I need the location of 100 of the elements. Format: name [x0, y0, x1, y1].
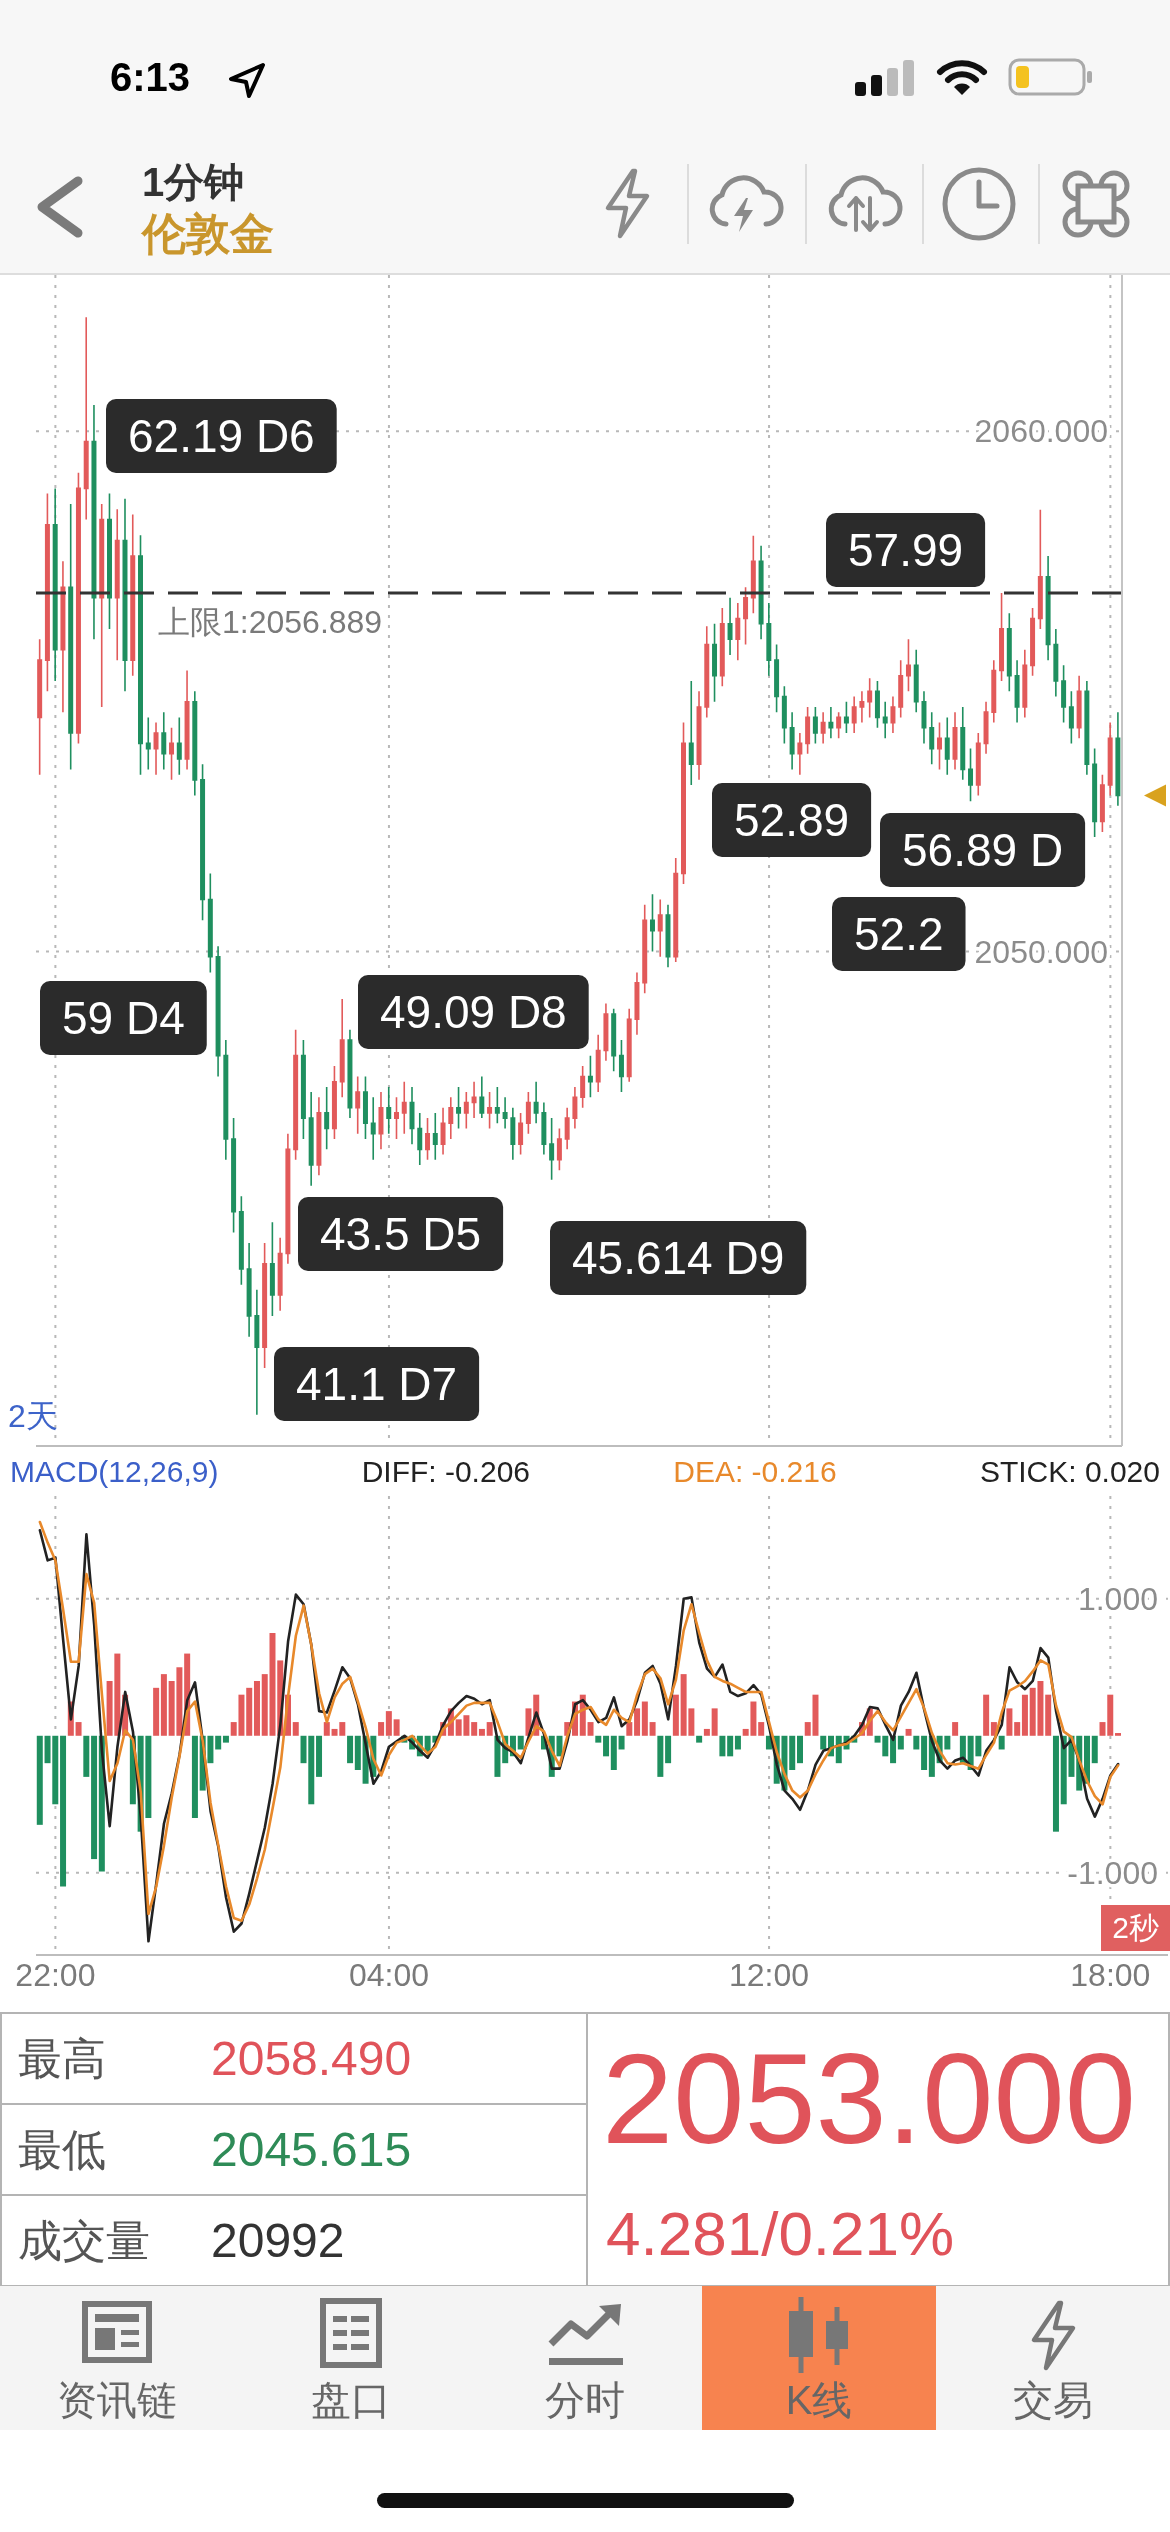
candlestick	[1053, 628, 1059, 698]
bar	[610, 1735, 617, 1771]
candlestick	[843, 700, 849, 734]
bar	[897, 1735, 904, 1750]
candlestick	[727, 596, 733, 656]
candlestick	[456, 1086, 462, 1130]
annotation: 2秒	[1112, 1911, 1159, 1944]
annotation: 59 D4	[62, 992, 185, 1044]
candlestick	[665, 903, 671, 968]
bar	[696, 1735, 703, 1743]
candlestick	[952, 711, 958, 771]
candlestick	[1037, 508, 1043, 630]
bar	[1006, 1708, 1013, 1736]
bar	[789, 1735, 796, 1771]
candlestick	[712, 622, 718, 703]
candlestick	[37, 638, 43, 776]
candlestick	[463, 1091, 469, 1130]
candlestick	[355, 1075, 361, 1135]
text: 资讯链	[57, 2378, 177, 2422]
bar	[160, 1674, 167, 1736]
candlestick	[587, 1054, 593, 1099]
candlestick	[207, 872, 213, 974]
bar	[1045, 1694, 1052, 1736]
candlestick	[696, 690, 702, 781]
candlestick	[440, 1106, 446, 1156]
text: 2053.000	[602, 2027, 1136, 2170]
text: 最低	[18, 2125, 106, 2174]
bar	[75, 1722, 82, 1736]
bar	[91, 1735, 98, 1860]
text: 2045.615	[211, 2123, 412, 2176]
candlestick	[859, 690, 865, 724]
candlestick	[999, 592, 1005, 682]
text: DIFF: -0.206	[361, 1455, 531, 1488]
candlestick	[169, 726, 175, 781]
candlestick	[161, 711, 167, 771]
candlestick	[673, 857, 679, 963]
candlestick	[393, 1096, 399, 1140]
bar	[354, 1735, 361, 1771]
candlestick	[921, 690, 927, 745]
candlestick	[347, 1028, 353, 1119]
x-axis-title: 2天	[8, 1398, 58, 1434]
bar	[83, 1735, 90, 1777]
candlestick	[642, 903, 648, 995]
text: 2058.490	[211, 2032, 412, 2085]
candlestick	[898, 659, 904, 719]
bar	[471, 1722, 478, 1736]
bar	[905, 1728, 912, 1736]
bar	[665, 1735, 672, 1764]
bar	[672, 1694, 679, 1736]
candlestick	[122, 497, 128, 693]
candlestick	[735, 602, 741, 661]
y-tick-label: 2050.000	[974, 933, 1108, 970]
bar	[711, 1708, 718, 1736]
candlestick	[572, 1086, 578, 1130]
candlestick	[1014, 659, 1020, 724]
candlestick	[525, 1091, 531, 1135]
candlestick	[238, 1195, 244, 1286]
candlestick	[417, 1112, 423, 1166]
candlestick	[246, 1242, 252, 1338]
x-tick-label: 04:00	[348, 1956, 429, 1993]
bar	[486, 1722, 493, 1736]
candlestick	[688, 680, 694, 786]
bar	[820, 1735, 827, 1750]
annotation: 43.5 D5	[319, 1208, 482, 1260]
candlestick	[603, 1002, 609, 1062]
candlestick	[378, 1091, 384, 1151]
bar	[703, 1728, 710, 1736]
annotation: 56.89 D	[901, 824, 1064, 876]
candlestick	[828, 706, 834, 739]
bar	[913, 1735, 920, 1750]
candlestick	[362, 1075, 368, 1140]
bar	[253, 1680, 260, 1736]
y-tick-label: 1.000	[1077, 1580, 1158, 1617]
x-tick-label: 18:00	[1070, 1956, 1151, 1993]
candlestick	[1084, 680, 1090, 776]
candlestick	[812, 706, 818, 745]
candlestick	[308, 1091, 314, 1187]
candlestick	[231, 1117, 237, 1234]
bar	[796, 1735, 803, 1764]
annotation: 62.19 D6	[128, 410, 315, 462]
candlestick	[52, 487, 58, 682]
bar	[657, 1735, 664, 1777]
text: 成交量	[18, 2216, 150, 2265]
bar	[222, 1735, 229, 1743]
bar	[153, 1687, 160, 1736]
candlestick	[789, 711, 795, 771]
text: 20992	[211, 2214, 345, 2267]
candlestick	[316, 1096, 322, 1177]
candlestick	[1045, 555, 1051, 661]
bar	[998, 1735, 1005, 1750]
candlestick	[1099, 773, 1105, 833]
candlestick	[1006, 612, 1012, 693]
candlestick	[1092, 747, 1098, 838]
candlestick	[944, 716, 950, 776]
candlestick	[401, 1080, 407, 1135]
bar	[1115, 1733, 1122, 1736]
candlestick	[277, 1237, 283, 1312]
candlestick	[510, 1106, 516, 1161]
candlestick	[649, 893, 655, 953]
bar	[603, 1735, 610, 1757]
